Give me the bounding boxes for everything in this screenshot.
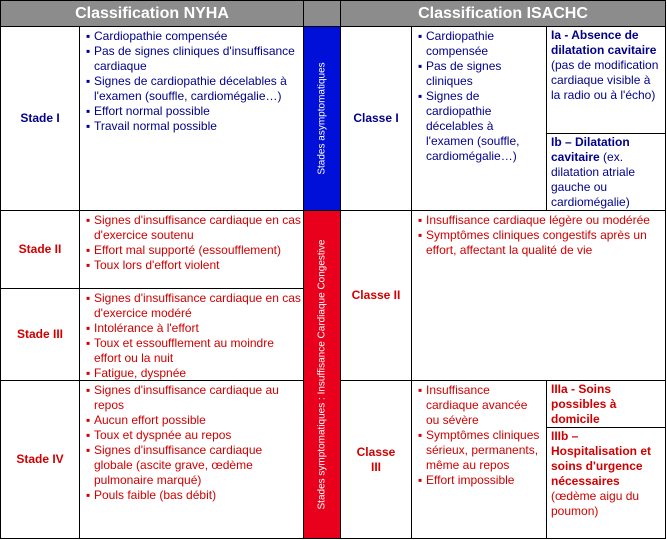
bullet-item: Effort mal supporté (essoufflement) [86, 243, 301, 258]
subclass-title: IIIa - Soins possibles à domicile [551, 382, 617, 426]
stage-cell: Stade III [0, 288, 80, 381]
bullet-item: Insuffisance cardiaque légère ou modérée [418, 213, 663, 228]
class-content: Insuffisance cardiaque légère ou modérée… [411, 210, 666, 381]
stage-content: Signes d'insuffisance cardiaque en cas d… [79, 288, 304, 381]
class-content: Insuffisance cardiaque avancée ou sévère… [411, 380, 547, 539]
subclass-title: Ia - Absence de dilatation cavitaire [551, 28, 657, 57]
bullet-item: Effort impossible [418, 473, 544, 488]
bullet-item: Insuffisance cardiaque avancée ou sévère [418, 383, 544, 428]
subclass-cell: IIIb – Hospitalisation et soins d'urgenc… [546, 427, 666, 539]
band-label: Stades asymptomatiques [316, 62, 328, 175]
bullet-list: Signes d'insuffisance cardiaque au repos… [80, 381, 303, 503]
bullet-item: Signes d'insuffisance cardiaque au repos [86, 383, 301, 413]
header-text: Classification NYHA [75, 5, 229, 22]
bullet-item: Signes de cardiopathie décelables à l'ex… [418, 89, 544, 164]
class-label: Classe II [351, 288, 401, 302]
bullet-item: Aucun effort possible [86, 413, 301, 428]
bullet-item: Symptômes cliniques sérieux, permanents,… [418, 428, 544, 473]
class-cell: Classe III [340, 380, 412, 539]
bullet-item: Travail normal possible [86, 119, 301, 134]
bullet-item: Pas de signes cliniques d'insuffisance c… [86, 44, 301, 74]
bullet-item: Signes d'insuffisance cardiaque globale … [86, 443, 301, 488]
subclass-text: (pas de modification cardiaque visible à… [551, 58, 659, 102]
stage-content: Signes d'insuffisance cardiaque en cas d… [79, 210, 304, 289]
bullet-item: Intolérance à l'effort [86, 321, 301, 336]
subclass-text: (ex. dilatation atriale gauche ou cardio… [551, 150, 636, 209]
class-cell: Classe I [340, 26, 412, 211]
stage-content: Cardiopathie compenséePas de signes clin… [79, 26, 304, 211]
stage-cell: Stade II [0, 210, 80, 289]
subclass-cell: IIIa - Soins possibles à domicile [546, 380, 666, 428]
stage-label: Stade I [20, 111, 60, 125]
header-cell [303, 0, 341, 27]
bullet-list: Cardiopathie compenséePas de signes clin… [412, 27, 546, 164]
bullet-item: Signes d'insuffisance cardiaque en cas d… [86, 291, 301, 321]
bullet-item: Cardiopathie compensée [86, 29, 301, 44]
bullet-list: Insuffisance cardiaque légère ou modérée… [412, 211, 665, 258]
bullet-item: Signes d'insuffisance cardiaque en cas d… [86, 213, 301, 243]
bullet-item: Fatigue, dyspnée [86, 366, 301, 380]
bullet-item: Effort normal possible [86, 104, 301, 119]
bullet-item: Signes de cardiopathie décelables à l'ex… [86, 74, 301, 104]
bullet-item: Toux et dyspnée au repos [86, 428, 301, 443]
class-label: Classe I [353, 111, 399, 125]
stage-label: Stade III [16, 327, 63, 341]
bullet-item: Symptômes cliniques congestifs après un … [418, 228, 663, 258]
subclass-cell: Ib – Dilatation cavitaire (ex. dilatatio… [546, 133, 666, 211]
bullet-item: Toux lors d'effort violent [86, 258, 301, 273]
stage-label: Stade IV [16, 452, 64, 466]
stage-label: Stade II [18, 242, 62, 256]
subclass-title: IIIb – Hospitalisation et soins d'urgenc… [551, 429, 652, 488]
bullet-list: Signes d'insuffisance cardiaque en cas d… [80, 211, 303, 273]
header-cell: Classification ISACHC [340, 0, 666, 27]
bullet-list: Insuffisance cardiaque avancée ou sévère… [412, 381, 546, 488]
band-cell: Stades symptomatiques : Insuffisance Car… [303, 210, 341, 539]
band-cell: Stades asymptomatiques [303, 26, 341, 211]
subclass-title: Ib – Dilatation cavitaire [551, 135, 630, 164]
class-label: Classe III [356, 444, 396, 474]
subclass-cell: Ia - Absence de dilatation cavitaire (pa… [546, 26, 666, 134]
stage-content: Signes d'insuffisance cardiaque au repos… [79, 380, 304, 539]
bullet-item: Cardiopathie compensée [418, 29, 544, 59]
bullet-item: Pouls faible (bas débit) [86, 488, 301, 503]
header-cell: Classification NYHA [0, 0, 304, 27]
header-text: Classification ISACHC [418, 5, 588, 22]
bullet-item: Toux et essoufflement au moindre effort … [86, 336, 301, 366]
class-content: Cardiopathie compenséePas de signes clin… [411, 26, 547, 211]
class-cell: Classe II [340, 210, 412, 381]
stage-cell: Stade IV [0, 380, 80, 539]
band-label: Stades symptomatiques : Insuffisance Car… [316, 239, 328, 510]
subclass-text: (œdème aigu du poumon) [551, 489, 640, 518]
bullet-list: Cardiopathie compenséePas de signes clin… [80, 27, 303, 134]
bullet-item: Pas de signes cliniques [418, 59, 544, 89]
bullet-list: Signes d'insuffisance cardiaque en cas d… [80, 289, 303, 380]
stage-cell: Stade I [0, 26, 80, 211]
